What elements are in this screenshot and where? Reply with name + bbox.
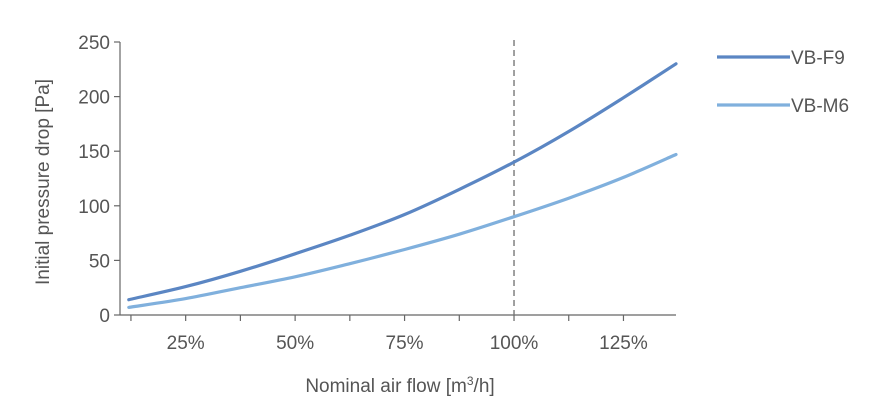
y-tick-label: 150 [78,142,110,163]
legend-label-vb-m6: VB-M6 [791,96,849,117]
y-tick-label: 100 [78,197,110,218]
series-lines [127,62,678,309]
x-tick-label: 25% [167,333,205,354]
series-line-vb-f9 [127,62,678,302]
y-axis-title: Initial pressure drop [Pa] [33,79,54,285]
x-axis-title-main: Nominal air flow [m [305,376,467,397]
x-tick-label: 75% [386,333,424,354]
x-tick-label: 50% [276,333,314,354]
x-tick-label: 125% [599,333,648,354]
x-tick-label: 100% [490,333,539,354]
x-axis-title: Nominal air flow [m3/h] [305,374,494,397]
legend-label-vb-f9: VB-F9 [791,48,845,69]
y-tick-label: 250 [78,33,110,54]
axis-ticks: 0 50 100 150 200 250 25% 50% 75% 100% 125% [78,33,648,354]
legend: VB-F9 VB-M6 [717,48,849,117]
y-tick-label: 0 [99,306,110,327]
x-axis-title-suffix: /h] [474,376,495,397]
y-tick-label: 200 [78,88,110,109]
y-tick-label: 50 [89,251,110,272]
axes [119,40,676,316]
x-axis-title-superscript: 3 [467,374,474,388]
series-line-vb-m6 [127,152,678,309]
